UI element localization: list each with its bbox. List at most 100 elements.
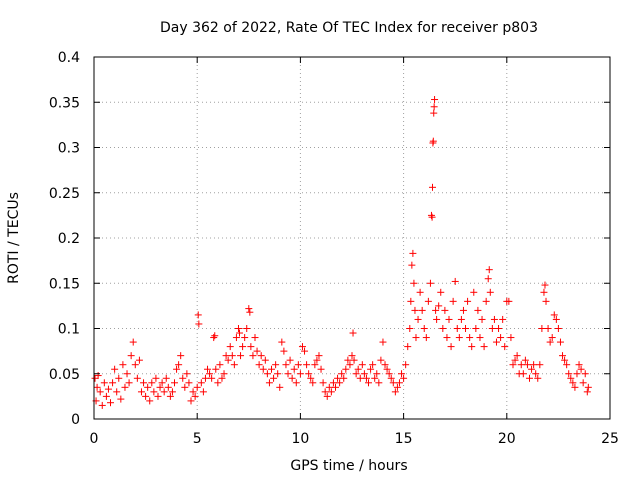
data-point — [552, 315, 560, 323]
data-point — [470, 288, 478, 296]
data-point — [183, 370, 191, 378]
data-point — [204, 365, 212, 373]
data-point — [133, 374, 141, 382]
data-point — [389, 379, 397, 387]
y-tick-label: 0.2 — [58, 231, 80, 247]
y-axis-label: ROTI / TECUs — [6, 192, 22, 284]
data-point — [268, 365, 276, 373]
data-point — [513, 352, 521, 360]
data-point — [226, 343, 234, 351]
data-point — [323, 392, 331, 400]
data-point — [146, 397, 154, 405]
data-point — [98, 401, 106, 409]
data-point — [391, 388, 399, 396]
data-point — [395, 379, 403, 387]
data-point — [109, 379, 117, 387]
data-point — [511, 356, 519, 364]
data-point — [406, 325, 414, 332]
data-point — [579, 379, 587, 387]
data-point — [526, 374, 534, 382]
data-point — [117, 395, 125, 403]
data-point — [319, 379, 327, 387]
data-point — [276, 383, 284, 391]
data-point — [356, 374, 364, 382]
data-point — [131, 361, 139, 369]
data-point — [464, 297, 472, 305]
data-point — [530, 361, 538, 369]
data-point — [158, 379, 166, 387]
chart-title: Day 362 of 2022, Rate Of TEC Index for r… — [160, 20, 538, 36]
data-point — [385, 370, 393, 378]
y-tick-label: 0.4 — [58, 50, 80, 66]
data-point — [282, 361, 290, 369]
data-point — [482, 297, 490, 305]
data-point — [251, 334, 259, 342]
data-point — [317, 365, 325, 373]
data-point — [575, 361, 583, 369]
data-point — [296, 370, 304, 378]
data-point — [234, 325, 242, 332]
data-point — [303, 361, 311, 369]
y-tick-label: 0.15 — [49, 276, 80, 292]
data-point — [571, 383, 579, 391]
data-point — [410, 279, 418, 287]
data-point — [288, 374, 296, 382]
data-point — [476, 334, 484, 342]
data-point — [583, 388, 591, 396]
data-point — [342, 365, 350, 373]
data-point — [179, 374, 187, 382]
data-point — [472, 325, 480, 332]
data-point — [445, 315, 453, 323]
data-point — [546, 338, 554, 346]
y-tick-label: 0.05 — [49, 367, 80, 383]
data-point — [257, 352, 265, 360]
x-tick-label: 10 — [291, 431, 309, 447]
data-point — [360, 370, 368, 378]
data-point — [519, 370, 527, 378]
data-point — [119, 361, 127, 369]
data-point — [150, 388, 158, 396]
axis-ticks — [93, 56, 611, 420]
data-point — [173, 365, 181, 373]
data-point — [280, 347, 288, 355]
data-point — [433, 315, 441, 323]
data-point — [230, 361, 238, 369]
data-point — [265, 379, 273, 387]
data-point — [554, 325, 562, 332]
x-tick-label: 20 — [498, 431, 516, 447]
data-point — [565, 370, 573, 378]
data-point — [102, 392, 110, 400]
data-point — [284, 370, 292, 378]
data-point — [201, 374, 209, 382]
data-point — [412, 334, 420, 342]
data-point — [431, 96, 439, 104]
data-point — [509, 361, 517, 369]
data-point — [495, 325, 503, 332]
y-tick-label: 0.35 — [49, 95, 80, 111]
data-point — [185, 379, 193, 387]
data-point — [439, 325, 447, 332]
data-point — [140, 379, 148, 387]
data-point — [540, 288, 548, 296]
data-point — [548, 334, 556, 342]
y-tick-label: 0.1 — [58, 322, 80, 338]
data-point — [216, 361, 224, 369]
data-point — [501, 343, 509, 351]
data-point — [420, 325, 428, 332]
data-point — [373, 370, 381, 378]
data-point — [301, 347, 309, 355]
data-point — [377, 356, 385, 364]
data-point — [137, 388, 145, 396]
data-point — [459, 306, 467, 314]
data-point — [441, 306, 449, 314]
data-point — [93, 383, 101, 391]
data-point — [427, 211, 435, 219]
data-point — [166, 392, 174, 400]
data-point — [362, 374, 370, 382]
data-point — [474, 306, 482, 314]
data-point — [170, 379, 178, 387]
data-point — [278, 338, 286, 346]
data-point — [142, 392, 150, 400]
data-point — [468, 343, 476, 351]
data-point — [218, 374, 226, 382]
